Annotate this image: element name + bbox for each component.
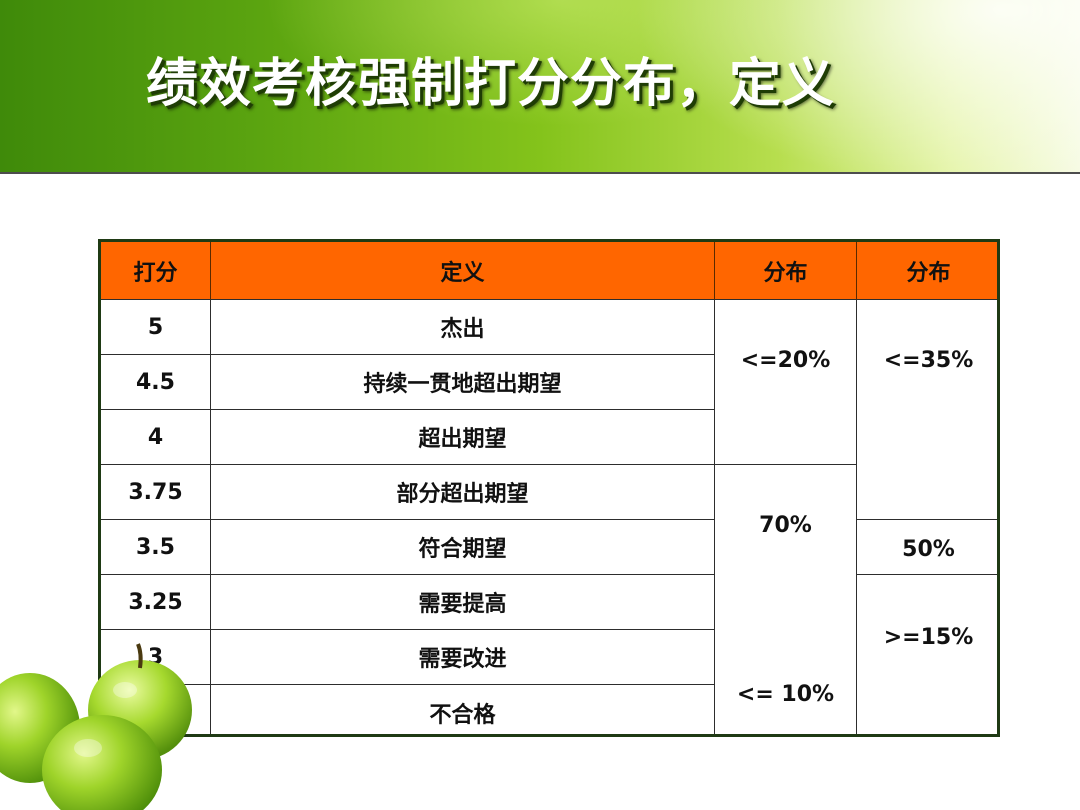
distribution-a-middle: 70% bbox=[715, 465, 857, 630]
distribution-b-middle: 50% bbox=[857, 520, 997, 575]
definition-cell: 不合格 bbox=[211, 685, 715, 734]
definition-cell: 部分超出期望 bbox=[211, 465, 715, 520]
slide-title: 绩效考核强制打分分布，定义 bbox=[146, 54, 836, 114]
header-score: 打分 bbox=[101, 242, 211, 300]
score-cell: 3.25 bbox=[101, 575, 211, 630]
distribution-b-top: <=35% bbox=[857, 300, 997, 520]
header-distribution-a: 分布 bbox=[715, 242, 857, 300]
green-apples-decoration bbox=[0, 643, 192, 810]
definition-cell: 需要提高 bbox=[211, 575, 715, 630]
definition-cell: 符合期望 bbox=[211, 520, 715, 575]
header-definition: 定义 bbox=[211, 242, 715, 300]
apple-front bbox=[42, 715, 162, 810]
score-distribution-table: 打分 定义 分布 分布 5 杰出 4.5 持续一贯地超出期望 4 超出期望 3.… bbox=[98, 239, 1000, 737]
distribution-b-bottom: >=15% bbox=[883, 625, 974, 650]
definition-cell: 超出期望 bbox=[211, 410, 715, 465]
score-cell: 3.5 bbox=[101, 520, 211, 575]
distribution-a-bottom: <= 10% bbox=[715, 630, 857, 734]
banner-divider bbox=[0, 172, 1080, 174]
score-cell: 4 bbox=[101, 410, 211, 465]
title-banner bbox=[0, 0, 1080, 172]
distribution-a-top: <=20% bbox=[715, 300, 857, 465]
definition-cell: 需要改进 bbox=[211, 630, 715, 685]
header-distribution-b: 分布 bbox=[857, 242, 997, 300]
definition-cell: 杰出 bbox=[211, 300, 715, 355]
definition-cell: 持续一贯地超出期望 bbox=[211, 355, 715, 410]
score-cell: 4.5 bbox=[101, 355, 211, 410]
score-cell: 3.75 bbox=[101, 465, 211, 520]
score-cell: 5 bbox=[101, 300, 211, 355]
